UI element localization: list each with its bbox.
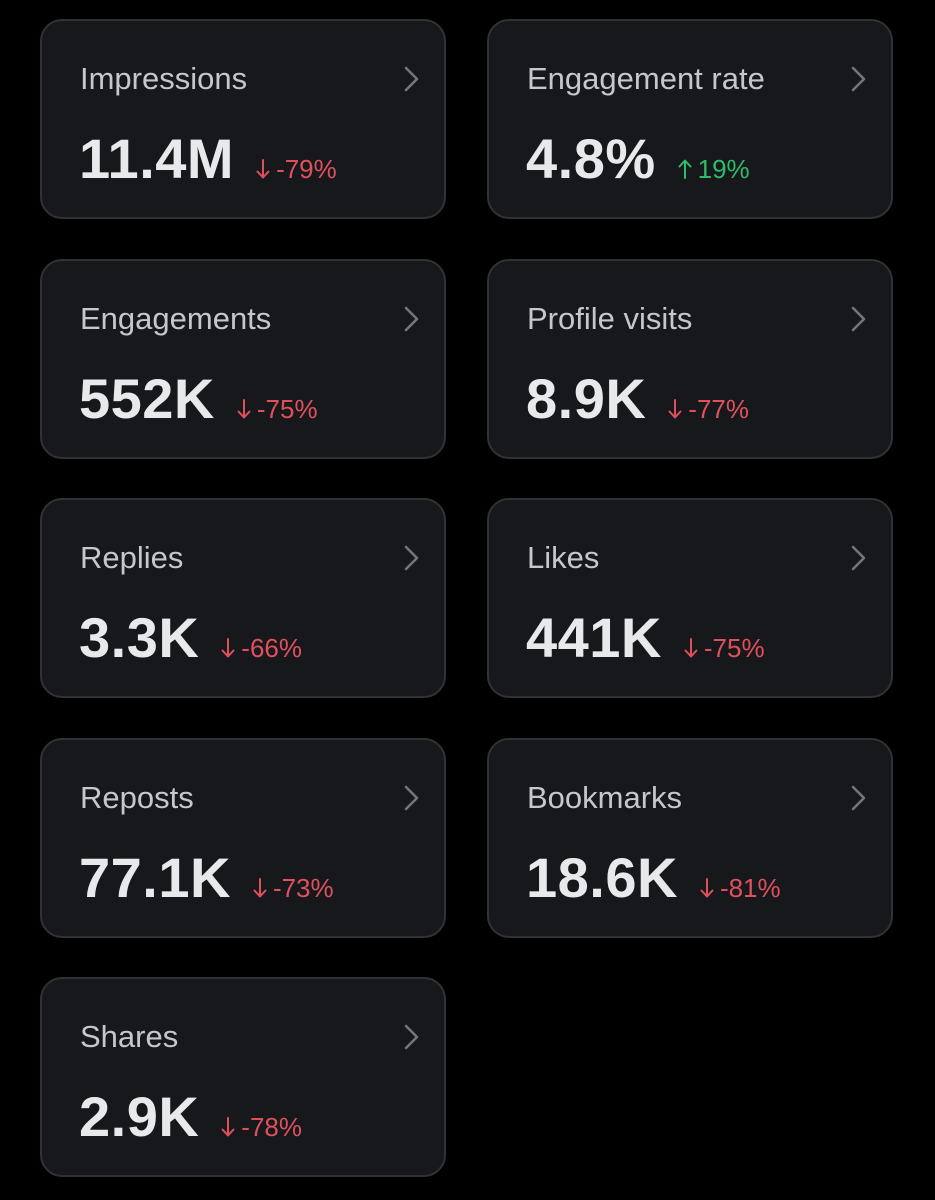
metric-card-shares[interactable]: Shares 2.9K -78% <box>40 977 446 1177</box>
metric-value: 552K <box>79 367 215 430</box>
metric-card-likes[interactable]: Likes 441K -75% <box>487 498 893 698</box>
metric-value: 2.9K <box>79 1085 200 1148</box>
metric-card-engagements[interactable]: Engagements 552K -75% <box>40 259 446 459</box>
metric-change-value: -78% <box>241 1112 302 1142</box>
metric-change: 19% <box>678 154 750 184</box>
metric-value: 8.9K <box>526 367 647 430</box>
metric-label: Shares <box>80 1019 179 1054</box>
metric-change: -75% <box>684 633 765 663</box>
metric-card-profile-visits[interactable]: Profile visits 8.9K -77% <box>487 259 893 459</box>
metric-value-row: 441K -75% <box>526 608 765 668</box>
metric-card-engagement-rate[interactable]: Engagement rate 4.8% 19% <box>487 19 893 219</box>
metric-change-value: -81% <box>719 873 781 903</box>
arrow-down-icon <box>221 638 235 658</box>
chevron-right-icon <box>404 785 419 811</box>
chevron-right-icon <box>851 66 866 92</box>
arrow-up-icon <box>678 159 692 179</box>
metric-value-row: 11.4M -79% <box>79 129 337 189</box>
chevron-right-icon <box>404 1024 419 1050</box>
metric-label: Replies <box>80 540 184 575</box>
arrow-down-icon <box>700 878 714 898</box>
arrow-down-icon <box>253 878 267 898</box>
metric-change-value: -77% <box>688 394 749 424</box>
metric-value-row: 3.3K -66% <box>79 608 302 668</box>
metric-card-replies[interactable]: Replies 3.3K -66% <box>40 498 446 698</box>
chevron-right-icon <box>404 545 419 571</box>
metric-value-row: 552K -75% <box>79 369 318 429</box>
metric-change-value: -75% <box>703 633 765 663</box>
chevron-right-icon <box>404 66 419 92</box>
arrow-down-icon <box>684 638 698 658</box>
metric-label: Impressions <box>80 61 248 96</box>
metric-change: -66% <box>221 633 302 663</box>
metric-value-row: 8.9K -77% <box>526 369 749 429</box>
metric-change-value: -73% <box>272 873 334 903</box>
metric-value-row: 2.9K -78% <box>79 1087 302 1147</box>
metric-label: Profile visits <box>527 301 693 336</box>
metric-change-value: -66% <box>241 633 302 663</box>
metric-change-value: -79% <box>276 154 337 184</box>
metric-value-row: 4.8% 19% <box>526 129 750 189</box>
metric-value: 18.6K <box>526 846 678 909</box>
metric-label: Bookmarks <box>527 780 683 815</box>
metric-value: 441K <box>526 606 662 669</box>
arrow-down-icon <box>237 399 251 419</box>
metric-change: -73% <box>253 873 334 903</box>
arrow-down-icon <box>668 399 682 419</box>
metric-change-value: -75% <box>256 394 318 424</box>
metric-value: 3.3K <box>79 606 200 669</box>
metric-card-bookmarks[interactable]: Bookmarks 18.6K -81% <box>487 738 893 938</box>
chevron-right-icon <box>851 306 866 332</box>
chevron-right-icon <box>851 785 866 811</box>
metric-change-value: 19% <box>697 154 750 184</box>
metric-value-row: 18.6K -81% <box>526 848 781 908</box>
metric-value-row: 77.1K -73% <box>79 848 334 908</box>
metric-label: Engagement rate <box>527 61 765 96</box>
metric-change: -77% <box>668 394 749 424</box>
arrow-down-icon <box>221 1117 235 1137</box>
metric-value: 4.8% <box>526 127 656 190</box>
chevron-right-icon <box>851 545 866 571</box>
metric-change: -81% <box>700 873 781 903</box>
metric-label: Engagements <box>80 301 272 336</box>
arrow-down-icon <box>256 159 270 179</box>
chevron-right-icon <box>404 306 419 332</box>
metric-card-reposts[interactable]: Reposts 77.1K -73% <box>40 738 446 938</box>
metric-label: Likes <box>527 540 600 575</box>
metric-value: 77.1K <box>79 846 231 909</box>
metric-change: -78% <box>221 1112 302 1142</box>
metric-change: -75% <box>237 394 318 424</box>
metric-value: 11.4M <box>79 127 235 190</box>
metric-card-impressions[interactable]: Impressions 11.4M -79% <box>40 19 446 219</box>
metric-change: -79% <box>256 154 337 184</box>
metric-label: Reposts <box>80 780 194 815</box>
